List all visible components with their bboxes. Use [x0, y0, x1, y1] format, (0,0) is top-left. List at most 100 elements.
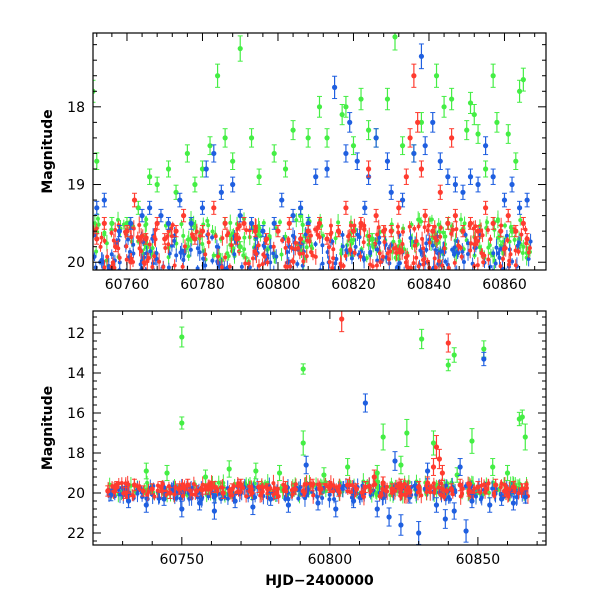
green-data-point [173, 189, 179, 195]
x-tick-label: 60760 [105, 277, 150, 293]
red-baseline-point [449, 231, 454, 236]
red-baseline-point [476, 238, 481, 243]
red-baseline-point [157, 259, 162, 264]
green-data-point [207, 143, 213, 149]
green-data-point [418, 119, 425, 125]
red-baseline-point [421, 262, 426, 267]
blue-baseline-point [206, 494, 211, 499]
blue-data-point [509, 181, 515, 188]
red-baseline-point [131, 259, 136, 264]
green-data-point [237, 244, 243, 250]
blue-data-point [384, 158, 391, 164]
blue-baseline-point [389, 243, 394, 248]
y-tick-label: 18 [67, 446, 85, 462]
blue-data-point [248, 220, 255, 226]
red-baseline-point [271, 481, 276, 486]
blue-data-point [285, 502, 292, 508]
blue-baseline-point [93, 254, 97, 259]
red-data-point [229, 486, 235, 492]
green-baseline-point [294, 218, 299, 223]
green-data-point [202, 474, 209, 480]
blue-baseline-point [444, 483, 449, 488]
blue-baseline-point [504, 233, 509, 238]
blue-baseline-point [303, 232, 308, 237]
blue-baseline-point [210, 258, 215, 263]
blue-baseline-point [169, 243, 174, 248]
red-baseline-point [180, 494, 185, 499]
red-data-point [282, 484, 289, 490]
green-data-point [505, 131, 511, 137]
red-baseline-point [460, 491, 465, 496]
green-data-point [374, 470, 380, 476]
red-baseline-point [123, 481, 128, 486]
red-data-point [371, 474, 377, 480]
green-data-point [464, 127, 470, 133]
blue-baseline-point [419, 271, 423, 275]
red-baseline-point [244, 494, 249, 499]
blue-baseline-point [271, 251, 276, 256]
x-tick-label: 60850 [456, 552, 501, 568]
blue-baseline-point [408, 235, 413, 240]
red-data-point [309, 482, 315, 488]
blue-data-point [490, 174, 496, 180]
red-data-point [273, 490, 280, 496]
green-data-point [481, 346, 487, 352]
blue-baseline-point [332, 272, 336, 276]
blue-data-point [218, 189, 224, 195]
red-baseline-point [237, 224, 242, 229]
blue-baseline-point [226, 274, 230, 278]
green-data-point [339, 111, 345, 118]
red-data-point [343, 205, 349, 211]
red-data-point [396, 205, 402, 211]
green-data-point [419, 336, 425, 342]
red-baseline-point [309, 250, 314, 255]
x-axis-title: HJD−2400000 [265, 573, 374, 589]
blue-data-point [422, 143, 428, 149]
red-baseline-point [516, 491, 521, 496]
blue-baseline-point [174, 495, 179, 500]
blue-data-point [433, 502, 440, 508]
red-data-point [520, 220, 526, 226]
green-data-point [441, 104, 447, 110]
red-baseline-point [113, 227, 118, 232]
blue-baseline-point [507, 247, 512, 252]
y-axis-title: Magnitude [40, 386, 56, 470]
red-baseline-point [416, 264, 421, 269]
red-baseline-point [383, 488, 388, 493]
blue-data-point [374, 506, 380, 512]
red-baseline-point [374, 263, 379, 268]
blue-data-point [460, 189, 466, 195]
red-baseline-point [375, 232, 380, 237]
blue-baseline-point [456, 251, 461, 256]
green-data-point [358, 96, 364, 102]
blue-baseline-point [197, 250, 202, 255]
blue-baseline-point [274, 254, 279, 259]
red-baseline-point [440, 263, 445, 268]
blue-data-point [411, 150, 417, 157]
red-baseline-point [431, 481, 436, 486]
red-baseline-point [376, 225, 381, 230]
red-data-point [416, 484, 422, 490]
green-baseline-point [419, 219, 424, 224]
red-data-point [380, 480, 386, 486]
red-baseline-point [315, 482, 320, 487]
green-baseline-point [185, 237, 190, 242]
red-baseline-point [327, 260, 332, 265]
blue-baseline-point [156, 496, 161, 501]
red-baseline-point [131, 494, 136, 499]
blue-baseline-point [214, 244, 219, 249]
red-baseline-point [327, 245, 332, 250]
red-baseline-point [508, 252, 513, 257]
red-baseline-point [468, 481, 473, 486]
red-data-point [452, 213, 458, 219]
red-data-point [415, 119, 421, 125]
blue-baseline-point [210, 235, 215, 240]
green-baseline-point [96, 222, 101, 227]
blue-baseline-point [340, 487, 345, 492]
red-baseline-point [352, 250, 357, 255]
red-data-point [407, 135, 413, 141]
red-data-point [460, 228, 466, 234]
red-data-point [437, 189, 443, 195]
blue-baseline-point [448, 497, 453, 502]
red-data-point [316, 220, 323, 226]
